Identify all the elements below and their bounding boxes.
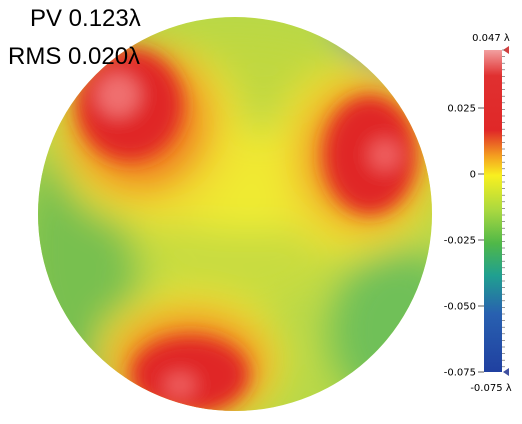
max-marker: [503, 46, 509, 54]
pv-value: PV 0.123λ: [30, 5, 141, 32]
colorbar: 0.047 λ -0.075 λ 0.025 0 -0.025 -0.050 -0.07…: [444, 33, 512, 394]
colorbar-min-label: -0.075 λ: [470, 383, 511, 394]
min-marker: [503, 368, 509, 376]
tick-label: 0.025: [447, 104, 476, 115]
tick-label: -0.025: [444, 236, 476, 247]
rms-value: RMS 0.020λ: [8, 43, 140, 70]
colorbar-max-label: 0.047 λ: [472, 33, 510, 44]
tick-label: 0: [470, 170, 476, 181]
tick-label: -0.075: [444, 368, 476, 379]
tick-label: -0.050: [444, 302, 476, 313]
colorbar-gradient: [484, 50, 502, 372]
